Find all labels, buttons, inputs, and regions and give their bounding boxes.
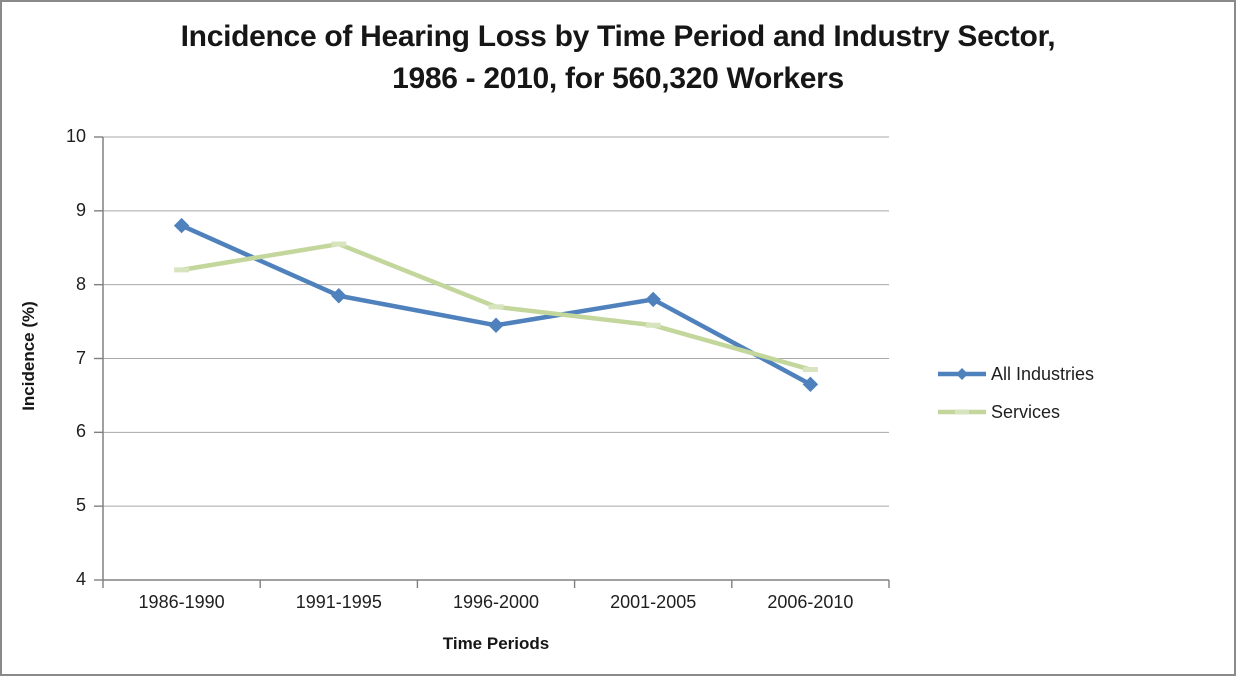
legend-label-all-industries: All Industries [991,363,1095,384]
chart-title-line-2: 1986 - 2010, for 560,320 Workers [392,62,844,95]
data-point-dash-services [645,322,661,328]
legend-swatch-all-industries [938,368,986,380]
data-point-diamond-all-industries [331,288,347,304]
data-point-dash-services [174,267,190,273]
x-tick-label: 1996-2000 [452,592,540,612]
x-axis-title: Time Periods [442,634,550,653]
y-tick-label: 7 [75,347,86,368]
x-tick-label: 2001-2005 [610,592,697,612]
y-tick-label: 10 [65,126,86,146]
y-tick-label: 5 [75,495,86,516]
legend: All Industries Services [938,355,1094,431]
data-point-dash-services [331,241,347,247]
chart-title: Incidence of Hearing Loss by Time Period… [2,16,1234,100]
y-tick-label: 6 [75,421,86,442]
data-point-dash-services [802,367,818,373]
legend-dash-marker [955,409,969,415]
data-point-diamond-all-industries [488,317,504,333]
legend-item-services: Services [938,393,1094,431]
data-point-diamond-all-industries [802,376,819,393]
legend-diamond-marker [956,368,968,380]
legend-swatch-services [938,409,986,415]
chart-title-line-1: Incidence of Hearing Loss by Time Period… [180,20,1056,53]
y-tick-label: 9 [75,199,86,220]
x-tick-label: 1991-1995 [295,592,382,612]
legend-label-services: Services [991,401,1061,422]
x-tick-label: 2006-2010 [767,592,854,612]
legend-item-all-industries: All Industries [938,355,1094,393]
x-tick-label: 1986-1990 [138,592,225,612]
data-point-diamond-all-industries [173,217,190,234]
y-tick-label: 8 [75,273,86,294]
data-point-dash-services [488,304,504,310]
data-point-diamond-all-industries [645,291,661,308]
y-tick-label: 4 [75,569,86,589]
